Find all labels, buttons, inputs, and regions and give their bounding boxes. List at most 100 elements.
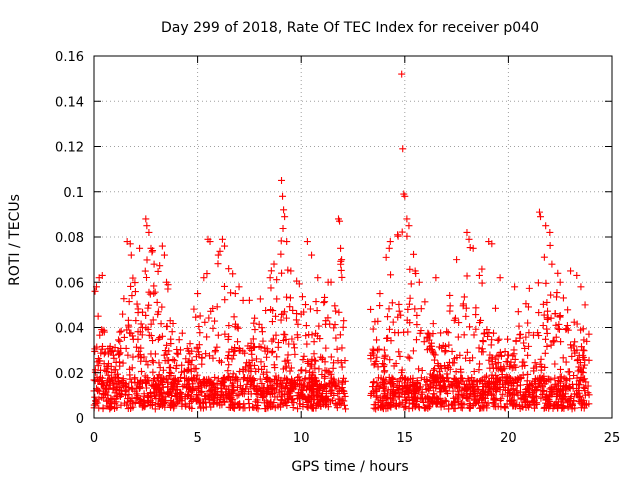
- data-point: [398, 382, 406, 390]
- data-point: [326, 380, 334, 388]
- data-point: [493, 375, 501, 383]
- data-point: [367, 305, 375, 313]
- data-point: [163, 350, 171, 358]
- data-point: [430, 390, 438, 398]
- data-point: [104, 377, 112, 385]
- data-point: [218, 377, 226, 385]
- data-point: [129, 353, 137, 361]
- data-point: [517, 374, 525, 382]
- data-point: [421, 404, 429, 412]
- data-point: [579, 346, 587, 354]
- data-point: [461, 385, 469, 393]
- data-point: [279, 310, 287, 318]
- data-point: [94, 362, 102, 370]
- data-point: [285, 388, 293, 396]
- data-point: [216, 247, 224, 255]
- data-point: [148, 248, 156, 256]
- data-point: [292, 316, 300, 324]
- data-point: [337, 359, 345, 367]
- data-point: [563, 321, 571, 329]
- data-point: [573, 271, 581, 279]
- data-point: [569, 400, 577, 408]
- data-point: [502, 358, 510, 366]
- data-point: [239, 404, 247, 412]
- data-point: [258, 380, 266, 388]
- data-point: [386, 356, 394, 364]
- data-point: [135, 347, 143, 355]
- data-point: [463, 390, 471, 398]
- data-point: [512, 387, 520, 395]
- data-point: [257, 343, 265, 351]
- data-point: [255, 385, 263, 393]
- data-point: [221, 330, 229, 338]
- data-point: [381, 353, 389, 361]
- data-point: [288, 335, 296, 343]
- data-point: [186, 350, 194, 358]
- data-point: [304, 404, 312, 412]
- data-point: [93, 387, 101, 395]
- data-point: [245, 358, 253, 366]
- data-point: [503, 378, 511, 386]
- data-point: [144, 304, 152, 312]
- data-point: [487, 341, 495, 349]
- data-point: [370, 378, 378, 386]
- data-point: [225, 361, 233, 369]
- data-point: [198, 360, 206, 368]
- data-point: [255, 343, 263, 351]
- data-point: [163, 323, 171, 331]
- chart-title: Day 299 of 2018, Rate Of TEC Index for r…: [161, 20, 539, 36]
- data-point: [504, 351, 512, 359]
- data-point: [380, 363, 388, 371]
- data-point: [148, 381, 156, 389]
- data-point: [184, 384, 192, 392]
- data-point: [484, 391, 492, 399]
- data-point: [562, 358, 570, 366]
- data-point: [579, 325, 587, 333]
- data-point: [97, 349, 105, 357]
- data-point: [411, 403, 419, 411]
- data-point: [340, 397, 348, 405]
- data-point: [470, 367, 478, 375]
- data-point: [209, 305, 217, 313]
- data-point: [196, 312, 204, 320]
- data-point: [576, 359, 584, 367]
- data-point: [107, 400, 115, 408]
- data-point: [426, 370, 434, 378]
- data-point: [530, 401, 538, 409]
- data-point: [433, 371, 441, 379]
- data-point: [286, 294, 294, 302]
- data-point: [394, 231, 402, 239]
- data-point: [297, 310, 305, 318]
- data-point: [302, 332, 310, 340]
- data-point: [247, 378, 255, 386]
- data-point: [525, 342, 533, 350]
- data-point: [310, 338, 318, 346]
- data-point: [489, 374, 497, 382]
- data-point: [491, 400, 499, 408]
- data-point: [405, 222, 413, 230]
- data-point: [430, 366, 438, 374]
- data-point: [290, 344, 298, 352]
- data-point: [446, 302, 454, 310]
- data-point: [530, 364, 538, 372]
- data-point: [554, 269, 562, 277]
- data-point: [580, 404, 588, 412]
- data-point: [404, 305, 412, 313]
- data-point: [315, 322, 323, 330]
- data-point: [537, 394, 545, 402]
- data-point: [202, 382, 210, 390]
- data-point: [460, 293, 468, 301]
- data-point: [375, 345, 383, 353]
- data-point: [320, 374, 328, 382]
- y-tick-label: 0: [76, 412, 84, 427]
- data-point: [571, 338, 579, 346]
- data-point: [115, 350, 123, 358]
- data-point: [98, 326, 106, 334]
- data-point: [192, 365, 200, 373]
- data-point: [284, 266, 292, 274]
- data-point: [268, 349, 276, 357]
- data-point: [133, 393, 141, 401]
- data-point: [413, 377, 421, 385]
- data-point: [521, 344, 529, 352]
